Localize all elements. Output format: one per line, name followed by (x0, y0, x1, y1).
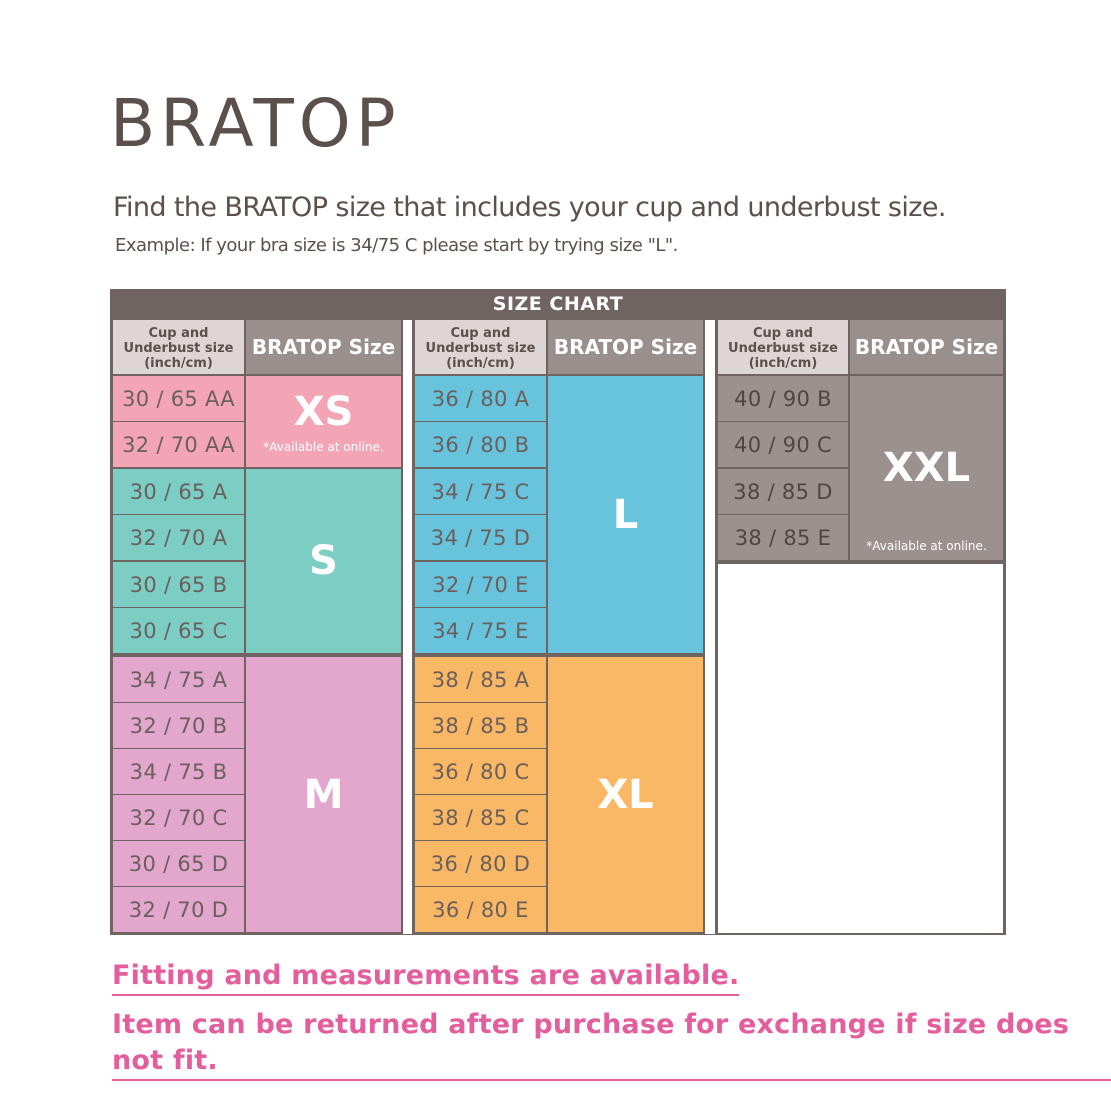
size-block-xl: XL (548, 657, 703, 932)
footer-fitting: Fitting and measurements are available. (112, 958, 740, 996)
cup-cell: 36 / 80 B (415, 422, 546, 467)
cup-cell: 36 / 80 A (415, 376, 546, 421)
size-block-xxl: XXL *Available at online. (850, 376, 1003, 560)
cup-cell: 30 / 65 C (113, 608, 244, 653)
size-label: XL (597, 771, 654, 818)
column-divider (403, 320, 412, 934)
example-text: Example: If your bra size is 34/75 C ple… (115, 235, 678, 256)
size-block-s: S (246, 469, 401, 653)
cup-cell: 40 / 90 C (718, 422, 848, 467)
chart-header: SIZE CHART (492, 293, 624, 315)
size-label: XS (293, 388, 354, 435)
cup-header-2: Cup and Underbust size (inch/cm) (415, 320, 546, 374)
cup-cell: 30 / 65 B (113, 562, 244, 607)
cup-cell: 38 / 85 C (415, 795, 546, 840)
cup-cell: 32 / 70 D (113, 887, 244, 932)
cup-cell: 32 / 70 E (415, 562, 546, 607)
size-header-2: BRATOP Size (548, 320, 703, 374)
cup-cell: 36 / 80 E (415, 887, 546, 932)
cup-cell: 34 / 75 C (415, 469, 546, 514)
cup-cell: 38 / 85 A (415, 657, 546, 702)
subtitle: Find the BRATOP size that includes your … (113, 192, 946, 223)
cup-cell: 32 / 70 C (113, 795, 244, 840)
cup-cell: 32 / 70 A (113, 515, 244, 560)
cup-header-1: Cup and Underbust size (inch/cm) (113, 320, 244, 374)
availability-note: *Available at online. (866, 539, 987, 553)
cup-cell: 32 / 70 B (113, 703, 244, 748)
cup-cell: 38 / 85 D (718, 469, 848, 514)
empty-area (718, 564, 1003, 933)
cup-cell: 40 / 90 B (718, 376, 848, 421)
size-header-1: BRATOP Size (246, 320, 401, 374)
size-header-3: BRATOP Size (850, 320, 1003, 374)
cup-cell: 34 / 75 D (415, 515, 546, 560)
size-label: XXL (882, 445, 971, 491)
cup-cell: 30 / 65 A (113, 469, 244, 514)
size-label: L (612, 491, 639, 538)
cup-cell: 38 / 85 B (415, 703, 546, 748)
size-label: S (309, 538, 338, 584)
size-block-l: L (548, 376, 703, 653)
size-block-xs: XS *Available at online. (246, 376, 401, 467)
availability-note: *Available at online. (263, 439, 384, 454)
footer-returns: Item can be returned after purchase for … (112, 1007, 1111, 1081)
cup-cell: 34 / 75 B (113, 749, 244, 794)
cup-cell: 34 / 75 E (415, 608, 546, 653)
cup-cell: 32 / 70 AA (113, 422, 244, 467)
cup-cell: 34 / 75 A (113, 657, 244, 702)
cup-cell: 36 / 80 C (415, 749, 546, 794)
size-block-m: M (246, 657, 401, 932)
cup-header-3: Cup and Underbust size (inch/cm) (718, 320, 848, 374)
size-label: M (303, 771, 344, 818)
cup-cell: 30 / 65 D (113, 841, 244, 886)
column-divider (705, 320, 715, 934)
cup-cell: 36 / 80 D (415, 841, 546, 886)
page-title: BRATOP (110, 85, 401, 162)
cup-cell: 30 / 65 AA (113, 376, 244, 421)
cup-cell: 38 / 85 E (718, 515, 848, 560)
